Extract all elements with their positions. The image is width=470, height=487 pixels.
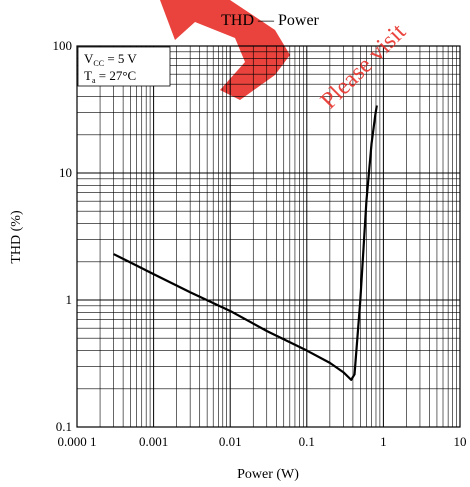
- x-tick-label: 10: [454, 434, 467, 449]
- grid: [77, 46, 460, 427]
- x-tick-labels: 0.000 1 0.001 0.01 0.1 1 10: [58, 434, 467, 449]
- plot-frame: [76, 45, 461, 428]
- x-tick-label: 0.01: [219, 434, 242, 449]
- y-tick-labels: 0.1 1 10 100: [53, 38, 73, 434]
- x-tick-label: 0.000 1: [58, 434, 97, 449]
- x-tick-label: 0.001: [139, 434, 168, 449]
- y-tick-label: 0.1: [56, 419, 72, 434]
- watermark-shape: [160, 0, 290, 100]
- ta-rest: = 27°C: [96, 68, 137, 83]
- ta-sub: a: [92, 76, 96, 85]
- watermark: [160, 0, 290, 100]
- x-tick-label: 1: [380, 434, 387, 449]
- series-layer: [113, 105, 378, 381]
- x-tick-label: 0.1: [299, 434, 315, 449]
- ta-main: T: [84, 68, 92, 83]
- vcc-main: V: [84, 51, 94, 66]
- watermark-text: Please visit: [316, 19, 411, 114]
- vcc-condition: VCC = 5 V: [84, 51, 137, 68]
- y-tick-label: 100: [53, 38, 73, 53]
- y-tick-label: 10: [59, 165, 72, 180]
- y-axis-label: THD (%): [9, 210, 24, 264]
- x-axis-label: Power (W): [237, 467, 299, 482]
- vcc-rest: = 5 V: [104, 51, 137, 66]
- conditions-box-frame: [77, 46, 171, 87]
- vcc-sub: CC: [93, 59, 104, 68]
- y-tick-label: 1: [66, 292, 73, 307]
- ta-condition: Ta = 27°C: [84, 68, 136, 85]
- chart-title: THD — Power: [221, 12, 319, 29]
- conditions-box: VCC = 5 V Ta = 27°C: [77, 46, 171, 87]
- thd-curve: [113, 105, 378, 381]
